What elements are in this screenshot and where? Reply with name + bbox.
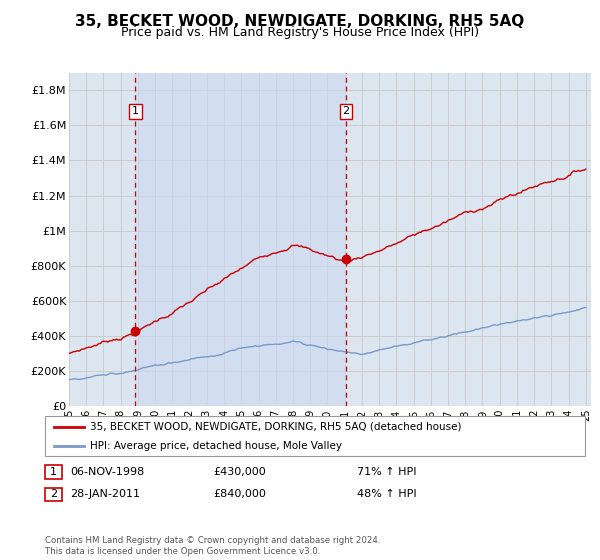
Text: 28-JAN-2011: 28-JAN-2011 [70, 489, 140, 499]
Text: 06-NOV-1998: 06-NOV-1998 [70, 466, 145, 477]
Text: HPI: Average price, detached house, Mole Valley: HPI: Average price, detached house, Mole… [90, 441, 342, 450]
Text: 35, BECKET WOOD, NEWDIGATE, DORKING, RH5 5AQ: 35, BECKET WOOD, NEWDIGATE, DORKING, RH5… [76, 14, 524, 29]
Text: 2: 2 [50, 489, 57, 499]
Text: 71% ↑ HPI: 71% ↑ HPI [357, 466, 416, 477]
Text: 1: 1 [132, 106, 139, 116]
Text: 35, BECKET WOOD, NEWDIGATE, DORKING, RH5 5AQ (detached house): 35, BECKET WOOD, NEWDIGATE, DORKING, RH5… [90, 422, 461, 432]
Text: £840,000: £840,000 [213, 489, 266, 499]
Text: 48% ↑ HPI: 48% ↑ HPI [357, 489, 416, 499]
Text: 2: 2 [343, 106, 350, 116]
Text: Contains HM Land Registry data © Crown copyright and database right 2024.
This d: Contains HM Land Registry data © Crown c… [45, 536, 380, 556]
Text: 1: 1 [50, 466, 57, 477]
Bar [136, 73, 346, 406]
Text: £430,000: £430,000 [213, 466, 266, 477]
Text: Price paid vs. HM Land Registry's House Price Index (HPI): Price paid vs. HM Land Registry's House … [121, 26, 479, 39]
